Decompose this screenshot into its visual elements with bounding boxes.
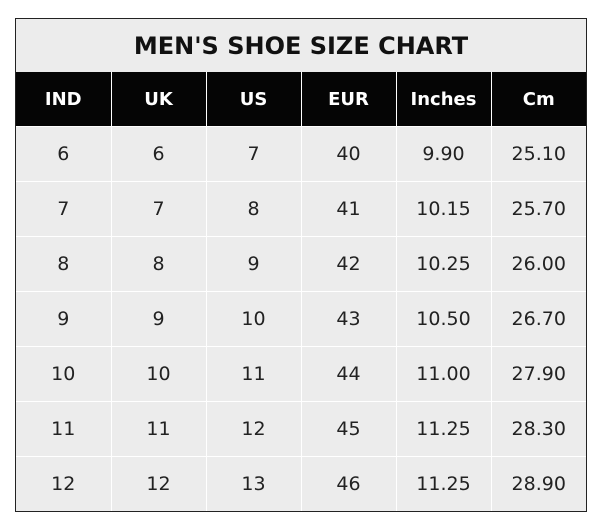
table-cell: 9 — [16, 291, 112, 347]
table-cell: 9 — [205, 236, 302, 292]
table-cell: 7 — [16, 181, 112, 237]
table-cell: 11.25 — [395, 456, 492, 511]
table-cell: 10 — [16, 346, 112, 402]
table-cell: 10.15 — [395, 181, 492, 237]
table-cell: 11 — [110, 401, 207, 457]
table-cell: 9 — [110, 291, 207, 347]
table-cell: 10 — [205, 291, 302, 347]
table-cell: 46 — [300, 456, 397, 511]
table-cell: 28.90 — [490, 456, 586, 511]
table-row: 10 10 11 44 11.00 27.90 — [16, 346, 586, 402]
column-header: UK — [110, 72, 206, 127]
table-cell: 41 — [300, 181, 397, 237]
table-cell: 25.70 — [490, 181, 586, 237]
column-header: US — [205, 72, 301, 127]
column-header: EUR — [300, 72, 396, 127]
table-row: 11 11 12 45 11.25 28.30 — [16, 401, 586, 457]
table-cell: 6 — [16, 126, 112, 182]
table-row: 9 9 10 43 10.50 26.70 — [16, 291, 586, 347]
table-row: 12 12 13 46 11.25 28.90 — [16, 456, 586, 511]
table-cell: 7 — [205, 126, 302, 182]
table-cell: 10 — [110, 346, 207, 402]
table-cell: 11.00 — [395, 346, 492, 402]
table-row: 8 8 9 42 10.25 26.00 — [16, 236, 586, 292]
table-cell: 10.25 — [395, 236, 492, 292]
table-cell: 8 — [16, 236, 112, 292]
chart-title: MEN'S SHOE SIZE CHART — [133, 32, 469, 60]
table-cell: 26.00 — [490, 236, 586, 292]
column-header: Inches — [395, 72, 491, 127]
table-cell: 44 — [300, 346, 397, 402]
table-cell: 11 — [16, 401, 112, 457]
size-table: IND UK US EUR Inches Cm 6 6 7 40 9.90 25.10 7 7 8 41 10… — [16, 72, 586, 511]
header-row: IND UK US EUR Inches Cm — [16, 72, 586, 127]
size-chart: MEN'S SHOE SIZE CHART IND UK US EUR Inches Cm… — [15, 18, 587, 512]
table-cell: 11 — [205, 346, 302, 402]
table-cell: 11.25 — [395, 401, 492, 457]
table-cell: 8 — [110, 236, 207, 292]
table-cell: 12 — [16, 456, 112, 511]
table-cell: 42 — [300, 236, 397, 292]
table-row: 7 7 8 41 10.15 25.70 — [16, 181, 586, 237]
table-cell: 40 — [300, 126, 397, 182]
table-cell: 8 — [205, 181, 302, 237]
table-cell: 45 — [300, 401, 397, 457]
table-cell: 9.90 — [395, 126, 492, 182]
table-cell: 12 — [205, 401, 302, 457]
table-cell: 26.70 — [490, 291, 586, 347]
table-row: 6 6 7 40 9.90 25.10 — [16, 126, 586, 182]
table-cell: 10.50 — [395, 291, 492, 347]
table-cell: 6 — [110, 126, 207, 182]
column-header: Cm — [490, 72, 586, 127]
table-cell: 13 — [205, 456, 302, 511]
table-cell: 43 — [300, 291, 397, 347]
table-cell: 28.30 — [490, 401, 586, 457]
table-cell: 25.10 — [490, 126, 586, 182]
column-header: IND — [16, 72, 111, 127]
table-cell: 12 — [110, 456, 207, 511]
table-cell: 7 — [110, 181, 207, 237]
table-cell: 27.90 — [490, 346, 586, 402]
